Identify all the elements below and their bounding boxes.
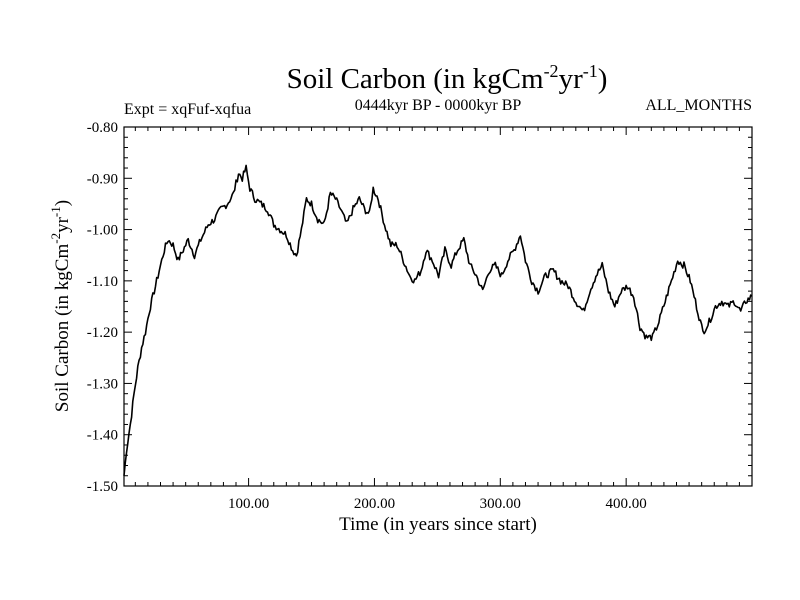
x-tick-label: 200.00 [354,496,395,512]
y-tick-label: -0.90 [87,171,118,187]
y-tick-label: -1.10 [87,274,118,290]
subtitle-center: 0444kyr BP - 0000kyr BP [355,97,522,114]
subtitle-right: ALL_MONTHS [645,97,752,114]
x-tick-labels: 100.00 200.00 300.00 400.00 [228,496,647,512]
x-axis-label: Time (in years since start) [339,514,537,535]
y-tick-label: -1.50 [87,479,118,495]
y-tick-label: -1.00 [87,223,118,239]
y-tick-labels: -1.50 -1.40 -1.30 -1.20 -1.10 -1.00 -0.90 -0.80 [87,120,118,495]
x-tick-label: 300.00 [480,496,521,512]
y-tick-label: -1.40 [87,428,118,444]
x-tick-label: 100.00 [228,496,269,512]
axis-ticks [124,126,753,487]
x-tick-label: 400.00 [606,496,647,512]
y-tick-label: -1.30 [87,376,118,392]
y-tick-label: -0.80 [87,120,118,136]
chart-title: Soil Carbon (in kgCm-2yr-1) [287,61,608,95]
y-tick-label: -1.20 [87,325,118,341]
plot-frame [123,126,753,487]
subtitle-left: Expt = xqFuf-xqfua [124,101,251,118]
series-line-soil-carbon [123,164,753,476]
y-axis-label: Soil Carbon (in kgCm-2yr-1) [48,200,73,412]
